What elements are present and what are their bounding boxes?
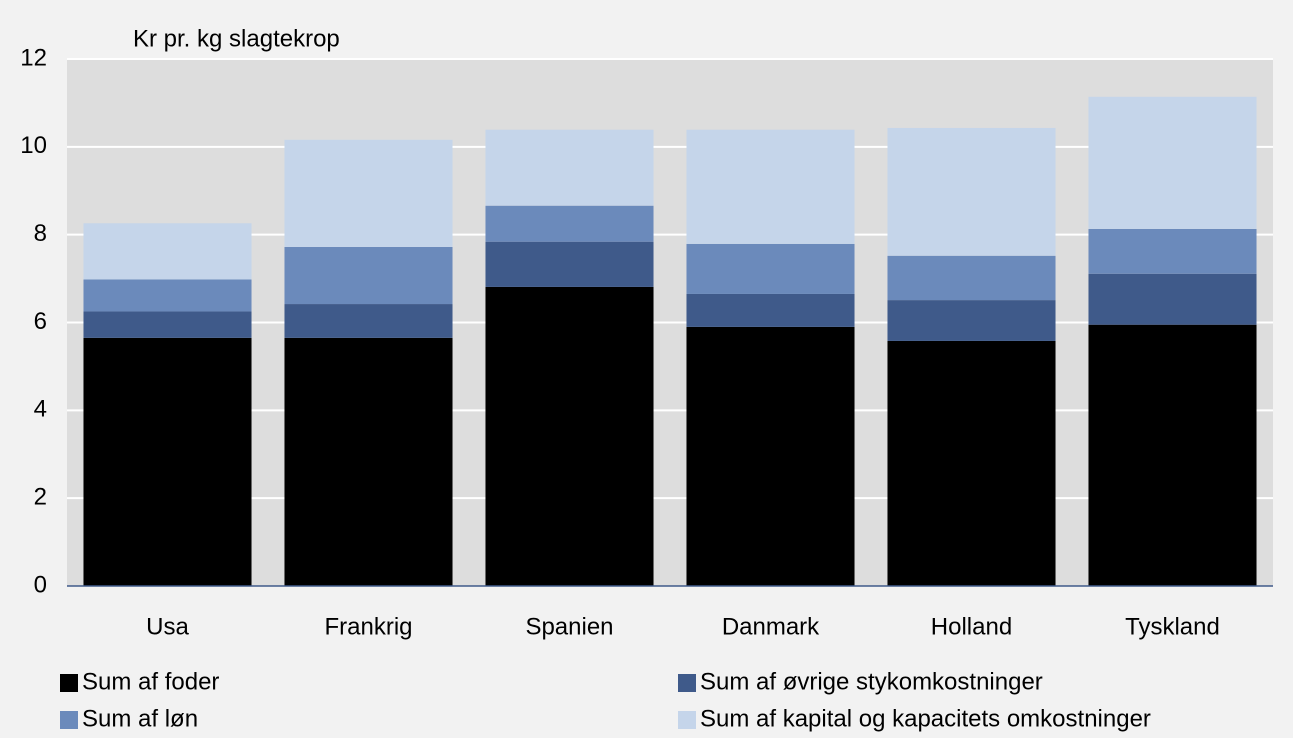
bar-segment xyxy=(686,243,855,294)
bar-segment xyxy=(284,139,453,247)
y-axis-label: Kr pr. kg slagtekrop xyxy=(133,25,340,52)
bar-segment xyxy=(1088,96,1257,229)
y-tick-label: 6 xyxy=(34,308,47,335)
bar-segment xyxy=(485,129,654,206)
bar-segment xyxy=(887,340,1056,586)
legend-label: Sum af foder xyxy=(82,668,219,695)
legend-label: Sum af kapital og kapacitets omkostninge… xyxy=(700,705,1151,732)
bar-segment xyxy=(284,246,453,305)
bar-segment xyxy=(686,326,855,586)
legend-swatch xyxy=(678,674,696,692)
x-tick-label: Tyskland xyxy=(1125,613,1220,640)
y-tick-label: 12 xyxy=(20,44,47,71)
bar-segment xyxy=(83,337,252,586)
bar-segment xyxy=(485,286,654,586)
bar-segment xyxy=(485,205,654,242)
y-tick-label: 2 xyxy=(34,484,47,511)
y-tick-label: 10 xyxy=(20,132,47,159)
bar-segment xyxy=(1088,228,1257,274)
x-tick-label: Spanien xyxy=(525,613,613,640)
bar-segment xyxy=(1088,273,1257,325)
bar-segment xyxy=(887,300,1056,341)
bar-segment xyxy=(284,337,453,586)
bar-segment xyxy=(83,311,252,338)
bar-segment xyxy=(887,255,1056,301)
bar-segment xyxy=(284,304,453,338)
bar-segment xyxy=(1088,324,1257,586)
bar-segment xyxy=(686,293,855,327)
x-tick-label: Danmark xyxy=(722,613,820,640)
x-tick-label: Holland xyxy=(931,613,1012,640)
bar-segment xyxy=(485,241,654,287)
legend-label: Sum af øvrige stykomkostninger xyxy=(700,668,1043,695)
legend-swatch xyxy=(60,674,78,692)
bar-segment xyxy=(686,129,855,244)
legend-label: Sum af løn xyxy=(82,705,198,732)
y-tick-label: 0 xyxy=(34,571,47,598)
x-tick-label: Frankrig xyxy=(324,613,412,640)
bar-segment xyxy=(887,127,1056,256)
x-tick-label: Usa xyxy=(146,613,189,640)
bar-segment xyxy=(83,223,252,280)
bar-segment xyxy=(83,279,252,312)
legend-swatch xyxy=(60,711,78,729)
y-tick-label: 8 xyxy=(34,220,47,247)
y-tick-label: 4 xyxy=(34,396,47,423)
legend-swatch xyxy=(678,711,696,729)
